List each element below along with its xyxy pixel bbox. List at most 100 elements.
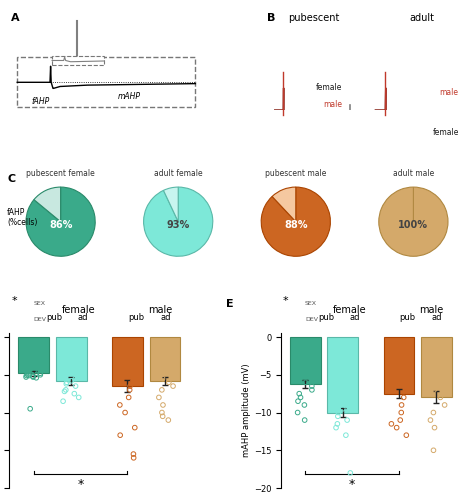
Text: ad: ad [78, 313, 88, 322]
Point [339, 405, 346, 413]
Point [34, 363, 41, 371]
Point [158, 386, 165, 394]
Text: mAHP: mAHP [118, 92, 141, 101]
Point [128, 378, 136, 386]
Text: *: * [11, 296, 17, 306]
Point [121, 408, 129, 416]
Point [131, 424, 138, 432]
Point [25, 372, 33, 379]
Point [61, 387, 68, 395]
Title: pubescent female: pubescent female [26, 169, 95, 178]
Point [441, 371, 448, 379]
Bar [149, 337, 180, 381]
Point [334, 420, 341, 428]
Point [393, 424, 401, 432]
Point [126, 382, 134, 390]
Point [159, 412, 166, 420]
Point [431, 424, 438, 432]
Bar [328, 337, 358, 412]
Point [298, 371, 306, 379]
Point [130, 454, 137, 462]
Point [62, 386, 70, 394]
Text: B: B [267, 13, 275, 23]
Wedge shape [26, 187, 95, 256]
Point [297, 393, 304, 401]
Text: female: female [62, 305, 95, 315]
Bar [56, 337, 87, 381]
Title: pubescent male: pubescent male [265, 169, 327, 178]
Point [427, 416, 434, 424]
Text: male: male [419, 305, 444, 315]
Text: ad: ad [349, 313, 360, 322]
Point [124, 363, 132, 371]
Text: pub: pub [400, 313, 416, 322]
Text: A: A [11, 13, 20, 23]
Point [332, 424, 340, 432]
Point [429, 408, 437, 416]
Point [308, 382, 316, 390]
Point [440, 348, 448, 356]
Point [302, 348, 310, 356]
Wedge shape [164, 187, 178, 222]
Point [72, 374, 79, 382]
Point [343, 416, 351, 424]
Text: 86%: 86% [49, 220, 73, 230]
Bar [112, 337, 143, 386]
Point [169, 367, 177, 375]
Bar [17, 57, 195, 107]
Point [30, 367, 38, 375]
Point [301, 416, 309, 424]
Text: C: C [7, 174, 15, 184]
Point [118, 371, 126, 379]
Point [388, 386, 396, 394]
Text: pub: pub [46, 313, 63, 322]
Point [398, 408, 405, 416]
Point [430, 446, 438, 454]
Point [24, 371, 31, 379]
Point [63, 380, 70, 388]
Point [159, 401, 167, 409]
Point [402, 431, 410, 439]
Wedge shape [261, 187, 330, 256]
Point [343, 401, 351, 409]
Text: pub: pub [128, 313, 144, 322]
Text: 93%: 93% [166, 220, 190, 230]
Point [22, 373, 30, 381]
Point [67, 377, 75, 385]
Text: *: * [283, 296, 288, 306]
Point [126, 386, 134, 394]
Text: female: female [333, 305, 367, 315]
Point [63, 378, 71, 386]
Point [27, 405, 34, 413]
Point [396, 371, 403, 379]
Wedge shape [144, 187, 213, 256]
Point [436, 356, 444, 364]
Bar [18, 337, 49, 374]
Text: fAHP
(%cells): fAHP (%cells) [7, 208, 37, 227]
Text: male: male [148, 305, 172, 315]
Point [130, 450, 137, 458]
Point [346, 469, 354, 477]
Point [116, 401, 124, 409]
Point [29, 373, 36, 380]
Wedge shape [272, 187, 296, 222]
Bar [383, 337, 414, 393]
Point [441, 401, 448, 409]
Point [60, 360, 67, 368]
Text: pub: pub [318, 313, 334, 322]
Point [341, 393, 349, 401]
Point [158, 408, 166, 416]
Point [305, 363, 312, 371]
Y-axis label: mAHP amplitude (mV): mAHP amplitude (mV) [242, 364, 251, 458]
Text: pubescent: pubescent [288, 13, 339, 23]
Text: 88%: 88% [284, 220, 308, 230]
Text: female: female [316, 83, 343, 92]
Point [72, 382, 79, 390]
Text: SEX: SEX [305, 301, 317, 306]
Text: DEV: DEV [305, 317, 318, 322]
Point [117, 431, 124, 439]
Point [392, 356, 400, 364]
Point [169, 356, 176, 364]
Point [125, 393, 132, 401]
Point [155, 393, 163, 401]
